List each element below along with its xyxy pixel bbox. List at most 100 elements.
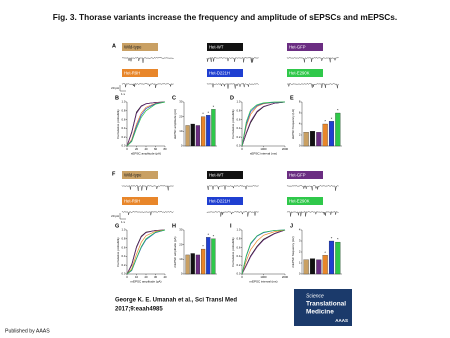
y-tick-label: 0 <box>299 144 301 148</box>
bar <box>335 241 341 275</box>
trace <box>206 211 259 217</box>
y-tick-label: 1.0 <box>122 100 126 104</box>
cdf-curve <box>241 229 286 275</box>
legend-label: Het-E290K <box>289 70 310 75</box>
y-tick-label: 0.4 <box>122 254 126 258</box>
logo-text: Translational <box>306 301 346 308</box>
bar <box>200 248 206 275</box>
significance: * <box>324 119 326 124</box>
trace <box>206 57 259 63</box>
y-tick-label: 0.8 <box>237 109 241 113</box>
bar <box>206 115 211 147</box>
bar <box>335 112 341 147</box>
legend-swatch <box>207 171 243 179</box>
legend-swatch <box>122 171 158 179</box>
y-tick-label: 0.8 <box>122 237 126 241</box>
bar <box>185 125 190 147</box>
trace <box>121 57 174 63</box>
scale-label: 1 s <box>121 220 126 224</box>
legend-label: Het-R9H <box>124 198 140 203</box>
bar <box>316 259 322 275</box>
x-tick-label: 10 <box>135 275 139 279</box>
y-tick-label: 0 <box>181 144 183 148</box>
y-axis-label: mEPSC amplitude (pA) <box>173 236 177 267</box>
bar <box>322 255 328 275</box>
y-tick-label: 0.4 <box>237 126 241 130</box>
logo-text: AAAS <box>335 318 348 323</box>
y-tick-label: 0.8 <box>122 109 126 113</box>
cdf-curve <box>126 101 166 147</box>
x-tick-label: 1000 <box>260 147 267 151</box>
x-tick-label: 60 <box>154 147 158 151</box>
panel-label: F <box>112 171 116 177</box>
scale-label: 1 s <box>121 92 126 96</box>
y-tick-label: 8 <box>299 100 301 104</box>
x-tick-label: 2000 <box>282 147 289 151</box>
bar <box>206 237 211 275</box>
significance: * <box>337 108 339 113</box>
y-tick-label: 3 <box>299 239 301 243</box>
x-axis-label: sEPSC interval (ms) <box>250 151 277 155</box>
y-tick-label: 2 <box>299 250 301 254</box>
legend-label: Het-D221H <box>209 70 230 75</box>
x-tick-label: 0 <box>241 147 243 151</box>
x-tick-label: 80 <box>163 147 167 151</box>
legend-label: Het-GFP <box>289 44 306 49</box>
journal-logo <box>294 289 352 326</box>
x-tick-label: 2000 <box>282 275 289 279</box>
x-tick-label: 30 <box>154 275 158 279</box>
y-tick-label: 0.8 <box>237 237 241 241</box>
y-axis-label: Cumulative probability <box>116 109 120 139</box>
panel-label: D <box>230 95 234 101</box>
legend-label: Het-GFP <box>289 172 306 177</box>
bar <box>195 254 201 275</box>
trace <box>286 83 339 89</box>
publisher: Published by AAAS <box>5 328 50 334</box>
x-tick-label: 20 <box>144 275 148 279</box>
cdf-curve <box>241 101 285 147</box>
trace <box>121 211 174 216</box>
y-tick-label: 0.4 <box>237 254 241 258</box>
y-tick-label: 1.0 <box>122 228 126 232</box>
cdf-curve <box>126 101 166 147</box>
legend-swatch <box>287 197 323 205</box>
significance: * <box>331 116 333 121</box>
panel-label: J <box>290 223 293 229</box>
significance: * <box>202 111 204 116</box>
bar <box>190 123 195 147</box>
y-axis-label: Cumulative probability <box>231 109 235 139</box>
y-tick-label: 1.0 <box>237 100 241 104</box>
bar <box>309 258 316 275</box>
legend-label: Wild-type <box>124 172 142 177</box>
cdf-curve <box>241 101 286 147</box>
y-tick-label: 0.6 <box>122 245 126 249</box>
panel-label: H <box>172 223 176 229</box>
x-axis-label: sEPSC amplitude (pA) <box>131 151 161 155</box>
significance: * <box>202 244 204 249</box>
y-tick-label: 30 <box>179 100 183 104</box>
bar <box>211 238 216 275</box>
bar <box>211 109 216 147</box>
bar <box>190 253 195 275</box>
legend-swatch <box>287 43 323 51</box>
y-tick-label: 0 <box>299 272 301 276</box>
x-tick-label: 0 <box>126 275 128 279</box>
bar <box>309 131 316 147</box>
cdf-curve <box>126 229 166 275</box>
x-tick-label: 0 <box>241 275 243 279</box>
legend-label: Het-E290K <box>289 198 310 203</box>
legend-label: Het-WT <box>209 44 224 49</box>
y-tick-label: 0.0 <box>237 272 241 276</box>
y-tick-label: 0.2 <box>122 263 126 267</box>
legend-label: Het-D221H <box>209 198 230 203</box>
y-tick-label: 0 <box>181 272 183 276</box>
significance: * <box>213 104 215 109</box>
y-tick-label: 20 <box>179 114 183 118</box>
x-tick-label: 40 <box>163 275 167 279</box>
x-axis-label: mEPSC amplitude (pA) <box>130 279 161 283</box>
legend-swatch <box>207 69 243 77</box>
panel-label: B <box>115 95 119 101</box>
legend-swatch <box>122 69 158 77</box>
